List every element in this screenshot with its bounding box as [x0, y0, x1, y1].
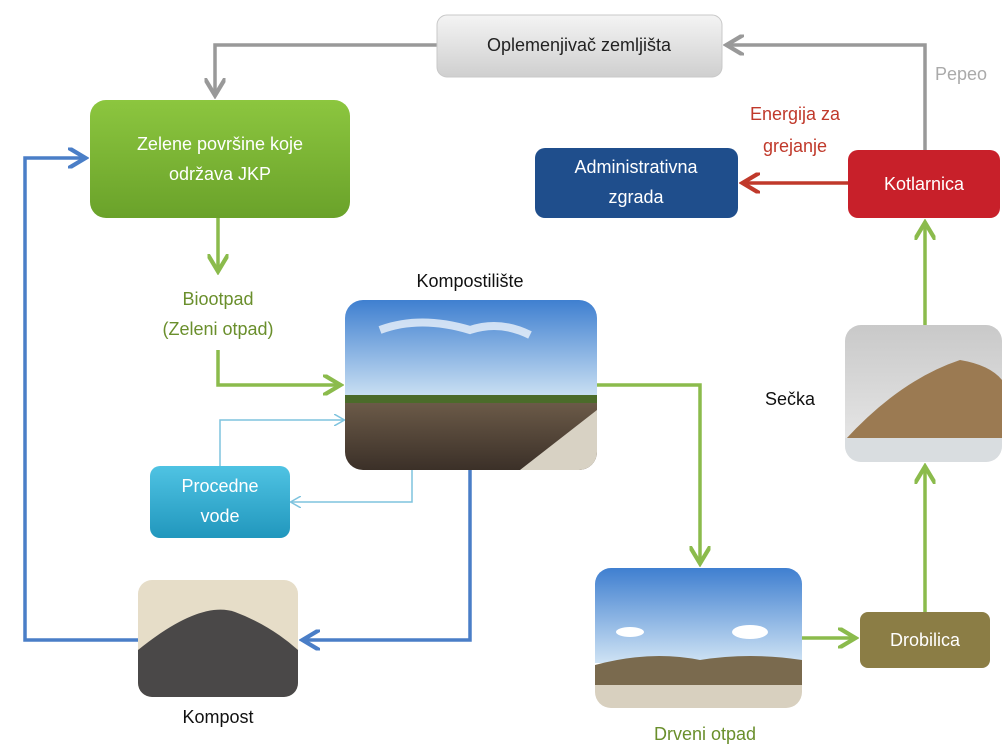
arrow — [292, 470, 412, 502]
box-label: Procedne — [181, 476, 258, 496]
photo — [138, 580, 298, 697]
box-label: održava JKP — [169, 164, 271, 184]
box-label: vode — [200, 506, 239, 526]
label: Pepeo — [935, 64, 987, 84]
label: Drveni otpad — [654, 724, 756, 744]
label: (Zeleni otpad) — [162, 319, 273, 339]
arrow — [597, 385, 700, 560]
label: Kompostilište — [416, 271, 523, 291]
label: Kompost — [182, 707, 253, 727]
label: grejanje — [763, 136, 827, 156]
arrow — [306, 470, 470, 640]
label: Energija za — [750, 104, 841, 124]
photo — [345, 300, 597, 470]
arrow — [730, 45, 925, 150]
label: Sečka — [765, 389, 816, 409]
arrow — [218, 350, 337, 385]
box-label: Oplemenjivač zemljišta — [487, 35, 672, 55]
box-label: Administrativna — [574, 157, 698, 177]
arrow — [215, 45, 437, 92]
box — [90, 100, 350, 218]
box-label: zgrada — [608, 187, 664, 207]
photo — [845, 325, 1002, 462]
box-label: Zelene površine koje — [137, 134, 303, 154]
box-label: Drobilica — [890, 630, 961, 650]
page: Oplemenjivač zemljišta Pepeo Zelene povr… — [0, 0, 1002, 747]
diagram: Oplemenjivač zemljišta Pepeo Zelene povr… — [0, 0, 1002, 747]
box-label: Kotlarnica — [884, 174, 965, 194]
photo — [595, 568, 802, 708]
arrow — [25, 158, 138, 640]
label: Biootpad — [182, 289, 253, 309]
arrow — [220, 420, 343, 466]
